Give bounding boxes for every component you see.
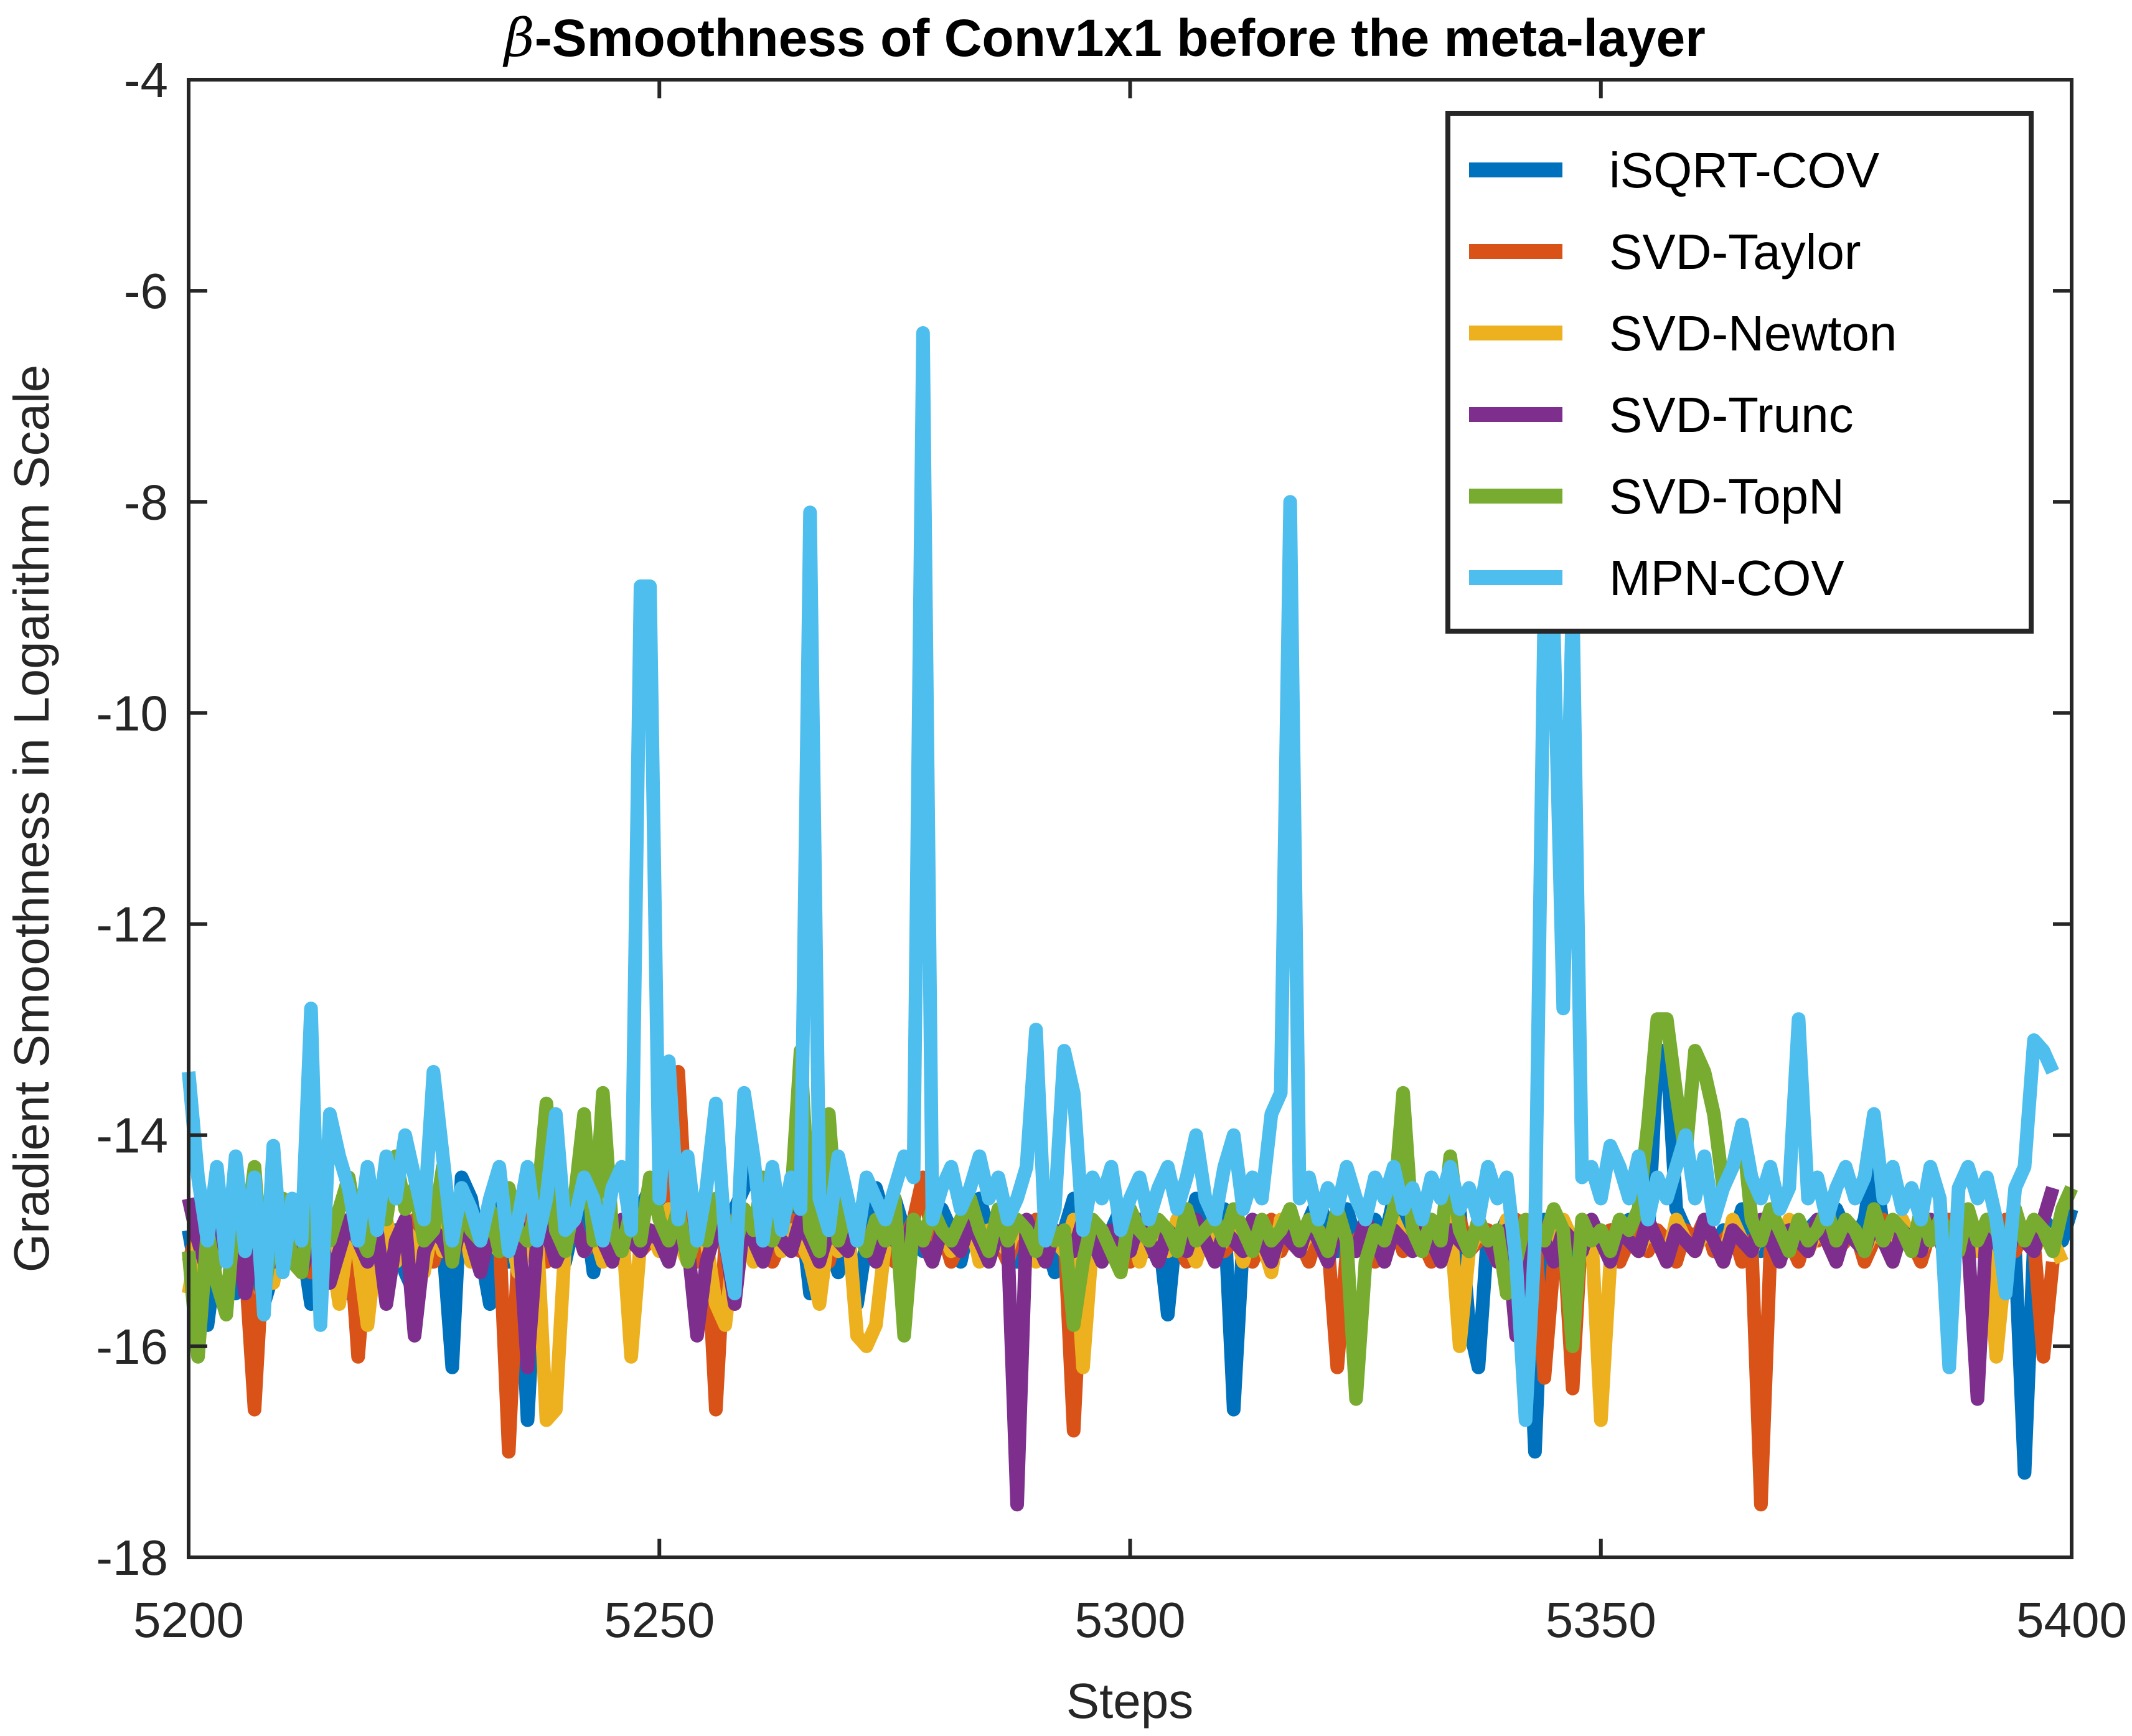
x-tick-label: 5350 bbox=[1546, 1592, 1656, 1648]
y-tick-label: -18 bbox=[96, 1530, 168, 1585]
y-tick-label: -12 bbox=[96, 897, 168, 952]
legend-label: SVD-Trunc bbox=[1609, 387, 1854, 443]
legend-label: SVD-Taylor bbox=[1609, 224, 1861, 279]
legend-label: SVD-Newton bbox=[1609, 306, 1897, 361]
y-tick-label: -16 bbox=[96, 1319, 168, 1374]
plot-lines bbox=[182, 326, 2078, 1512]
legend: iSQRT-COV SVD-Taylor SVD-Newton SVD-Trunc SV… bbox=[1445, 111, 2034, 634]
axis-ticks: 5200 5250 5300 5350 5400 -4 -6 -8 -10 -12 -14 -16 -1… bbox=[96, 52, 2127, 1648]
x-tick-label: 5200 bbox=[133, 1592, 244, 1648]
legend-box bbox=[1445, 111, 2034, 634]
x-tick-label: 5250 bbox=[604, 1592, 715, 1648]
x-tick-label: 5300 bbox=[1075, 1592, 1186, 1648]
chart-title-greek: β bbox=[502, 7, 535, 68]
y-tick-label: -14 bbox=[96, 1108, 168, 1163]
y-axis-label: Gradient Smoothness in Logarithm Scale bbox=[4, 365, 59, 1273]
legend-label: MPN-COV bbox=[1609, 550, 1844, 606]
chart-title: β-Smoothness of Conv1x1 before the meta-… bbox=[502, 7, 1706, 68]
legend-label: iSQRT-COV bbox=[1609, 143, 1880, 198]
x-axis-label: Steps bbox=[1066, 1673, 1194, 1729]
legend-label: SVD-TopN bbox=[1609, 469, 1844, 524]
chart-title-main: -Smoothness of Conv1x1 before the meta-l… bbox=[535, 9, 1706, 67]
x-tick-label: 5400 bbox=[2016, 1592, 2127, 1648]
series-line-5 bbox=[182, 326, 2059, 1427]
y-tick-label: -8 bbox=[124, 474, 168, 530]
y-tick-label: -4 bbox=[124, 52, 168, 108]
y-tick-label: -10 bbox=[96, 685, 168, 741]
y-tick-label: -6 bbox=[124, 263, 168, 319]
